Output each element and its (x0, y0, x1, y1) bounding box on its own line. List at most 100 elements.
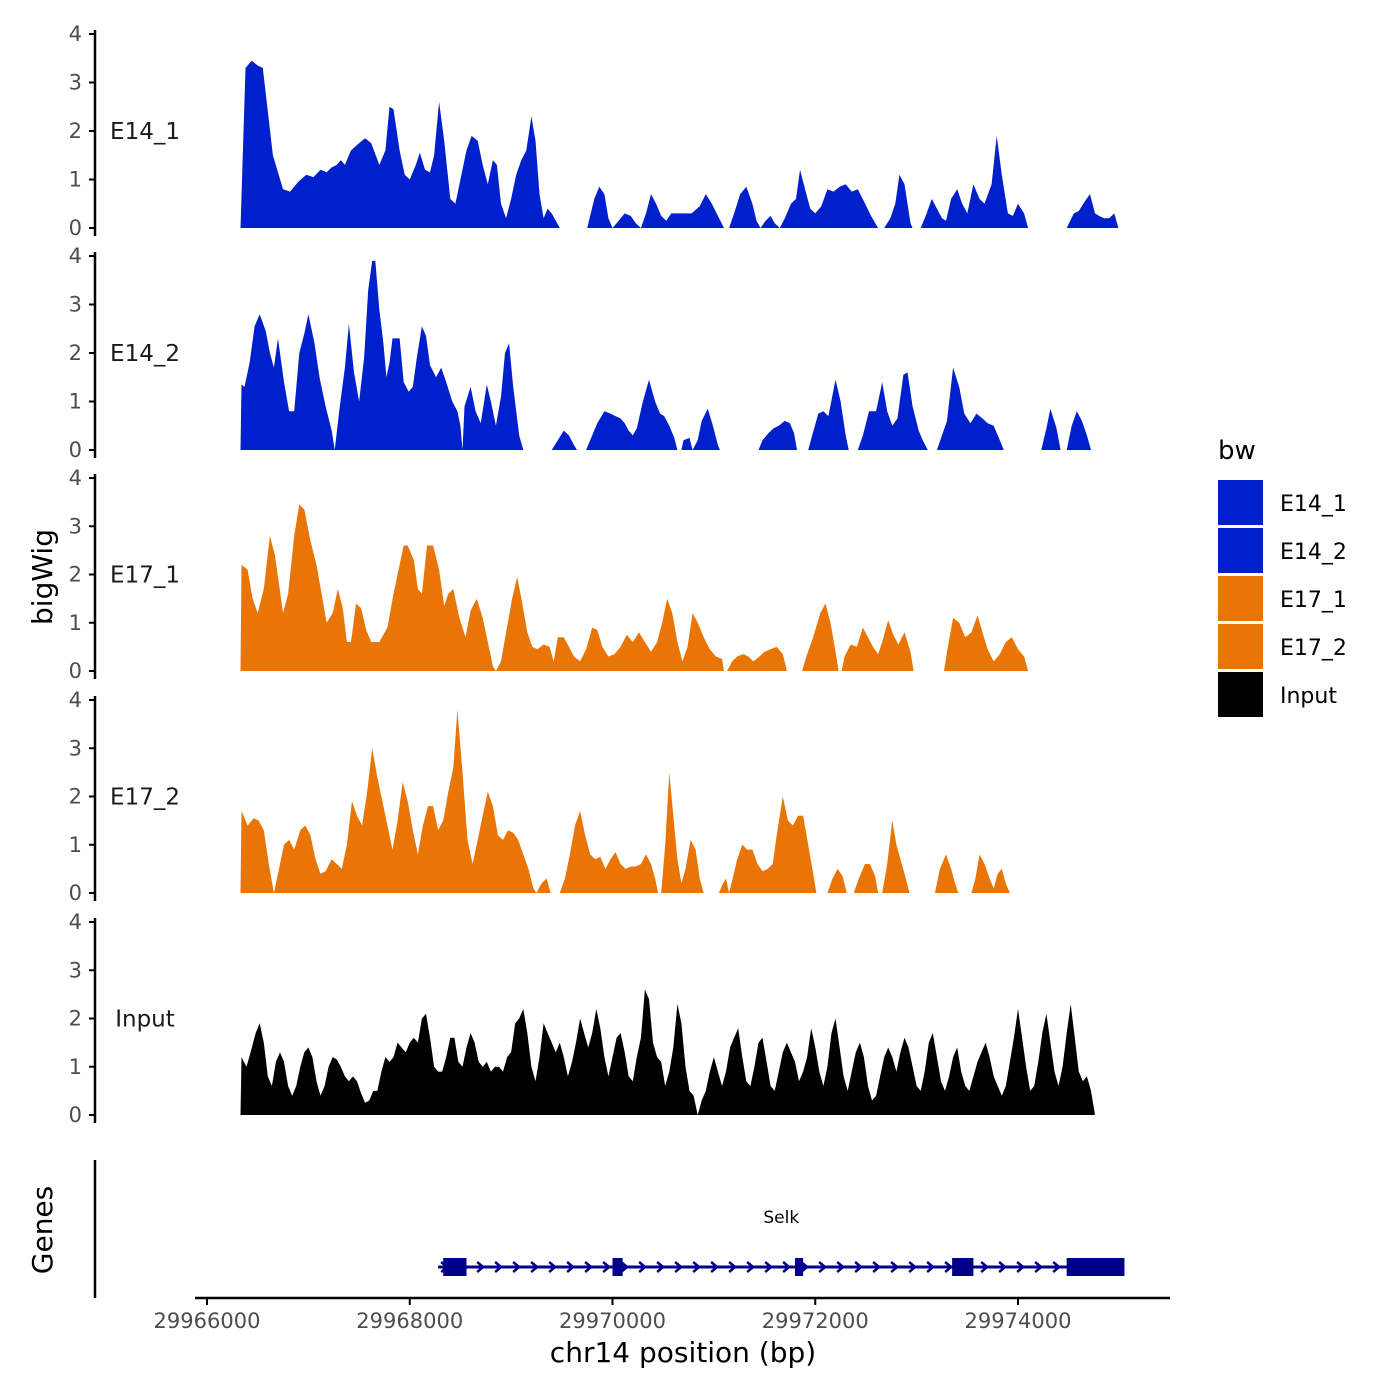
strand-arrow (764, 1261, 774, 1273)
gene-exon (1066, 1258, 1125, 1276)
track-label: E17_1 (110, 563, 180, 589)
track-label: E17_2 (110, 785, 180, 811)
legend-title: bw (1218, 436, 1256, 466)
strand-arrow (476, 1261, 486, 1273)
strand-arrow (1034, 1261, 1044, 1273)
x-tick-label: 29966000 (154, 1309, 261, 1333)
strand-arrow (998, 1261, 1008, 1273)
y-tick-label: 3 (69, 514, 82, 538)
y-tick-label: 0 (69, 1103, 82, 1127)
legend-swatch (1218, 480, 1263, 525)
coverage-area-e14-2 (240, 260, 1091, 450)
strand-arrow (656, 1261, 666, 1273)
strand-arrow (926, 1261, 936, 1273)
y-tick-label: 1 (69, 1055, 82, 1079)
strand-arrow (512, 1261, 522, 1273)
x-axis-title: chr14 position (bp) (550, 1336, 816, 1369)
gene-exon (794, 1258, 804, 1276)
y-tick-label: 1 (69, 611, 82, 635)
strand-arrow (620, 1261, 630, 1273)
legend-swatch (1218, 528, 1263, 573)
track-e17-1: 0 1 2 3 4 E17_1 (69, 466, 1029, 683)
y-tick-label: 4 (69, 466, 82, 490)
strand-arrow (638, 1261, 648, 1273)
coverage-area-input (240, 989, 1095, 1115)
y-tick-label: 1 (69, 390, 82, 414)
legend-label: E17_1 (1280, 588, 1347, 613)
coverage-area-e17-1 (240, 504, 1029, 671)
gene-exon (612, 1258, 623, 1276)
strand-arrow (818, 1261, 828, 1273)
strand-arrow (1052, 1261, 1062, 1273)
y-tick-label: 2 (69, 785, 82, 809)
strand-arrow (800, 1261, 810, 1273)
legend-label: E17_2 (1280, 636, 1347, 661)
legend: bw E14_1 E14_2 E17_1 E17_2 Input (1218, 436, 1347, 717)
strand-arrow (548, 1261, 558, 1273)
y-tick-label: 1 (69, 168, 82, 192)
x-axis: 29966000 29968000 29970000 29972000 29974000 (154, 1296, 1170, 1333)
track-input: 0 1 2 3 4 Input (69, 910, 1095, 1127)
y-tick-label: 0 (69, 438, 82, 462)
y-tick-label: 4 (69, 688, 82, 712)
legend-label: E14_1 (1280, 492, 1347, 517)
y-tick-label: 4 (69, 244, 82, 268)
tracks-layer: 0 1 2 3 4 E14_1 0 1 2 3 4 E14_2 0 1 2 3 4 E17_1 0 1 2 3 4 E17_2… (69, 22, 1119, 1127)
y-tick-label: 0 (69, 881, 82, 905)
genes-axis-title: Genes (26, 1186, 59, 1274)
strand-arrow (746, 1261, 756, 1273)
y-tick-label: 0 (69, 216, 82, 240)
x-tick-label: 29970000 (559, 1309, 666, 1333)
legend-label: E14_2 (1280, 540, 1347, 565)
track-label: Input (115, 1007, 175, 1033)
y-tick-label: 2 (69, 119, 82, 143)
strand-arrow (692, 1261, 702, 1273)
legend-swatch (1218, 624, 1263, 669)
y-tick-label: 4 (69, 22, 82, 46)
strand-arrow (872, 1261, 882, 1273)
y-tick-label: 1 (69, 833, 82, 857)
strand-arrow (584, 1261, 594, 1273)
strand-arrow (1016, 1261, 1026, 1273)
gene-track: Selk (93, 1160, 1125, 1298)
y-tick-label: 3 (69, 293, 82, 317)
y-tick-label: 2 (69, 1007, 82, 1031)
legend-swatch (1218, 576, 1263, 621)
strand-arrow (566, 1261, 576, 1273)
track-label: E14_1 (110, 119, 180, 145)
y-tick-label: 3 (69, 71, 82, 95)
x-tick-label: 29974000 (965, 1309, 1072, 1333)
strand-arrow (980, 1261, 990, 1273)
strand-arrow (854, 1261, 864, 1273)
y-tick-label: 2 (69, 341, 82, 365)
strand-arrow (908, 1261, 918, 1273)
gene-name-label: Selk (763, 1208, 799, 1228)
track-e17-2: 0 1 2 3 4 E17_2 (69, 688, 1010, 905)
y-tick-label: 2 (69, 563, 82, 587)
track-e14-2: 0 1 2 3 4 E14_2 (69, 244, 1091, 462)
strand-arrow (944, 1261, 954, 1273)
strand-arrow (836, 1261, 846, 1273)
y-tick-label: 4 (69, 910, 82, 934)
strand-arrow (728, 1261, 738, 1273)
strand-arrow (530, 1261, 540, 1273)
x-tick-label: 29968000 (356, 1309, 463, 1333)
strand-arrow (674, 1261, 684, 1273)
y-tick-label: 3 (69, 736, 82, 760)
track-label: E14_2 (110, 341, 180, 367)
x-tick-label: 29972000 (762, 1309, 869, 1333)
strand-arrow (890, 1261, 900, 1273)
gene-exon (952, 1258, 974, 1276)
legend-label: Input (1280, 684, 1337, 709)
strand-arrow (710, 1261, 720, 1273)
track-e14-1: 0 1 2 3 4 E14_1 (69, 22, 1119, 240)
legend-swatch (1218, 672, 1263, 717)
coverage-area-e14-1 (240, 60, 1119, 229)
y-axis-title: bigWig (26, 529, 59, 625)
gene-exon (443, 1258, 467, 1276)
strand-arrow (782, 1261, 792, 1273)
strand-arrow (602, 1261, 612, 1273)
y-tick-label: 3 (69, 958, 82, 982)
coverage-area-e17-2 (240, 709, 1010, 893)
